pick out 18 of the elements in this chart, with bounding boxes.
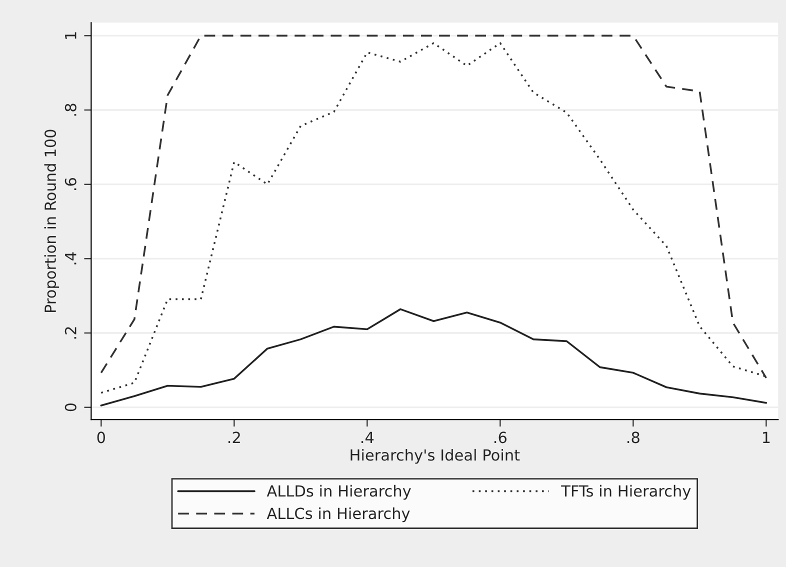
x-tick-label: .8 — [628, 432, 640, 444]
y-tick-label: .6 — [64, 178, 76, 190]
legend-label: ALLDs in Hierarchy — [266, 484, 411, 500]
y-tick-label: .4 — [65, 252, 76, 264]
x-tick-label: 1 — [762, 432, 770, 443]
y-tick-label: .8 — [64, 104, 76, 116]
y-tick-label: 0 — [64, 403, 76, 412]
x-tick-label: .6 — [494, 432, 506, 444]
x-tick-label: .2 — [228, 432, 240, 443]
legend-label: TFTs in Hierarchy — [561, 484, 691, 500]
y-tick-label: 1 — [65, 32, 76, 39]
y-axis-title: Proportion in Round 100 — [44, 130, 60, 312]
line-series — [100, 308, 768, 406]
x-tick-label: 0 — [97, 432, 105, 444]
y-tick-label: .2 — [64, 327, 76, 339]
x-tick-label: .4 — [362, 432, 374, 443]
x-axis-title: Hierarchy's Ideal Point — [350, 448, 520, 464]
legend-label: ALLCs in Hierarchy — [266, 507, 410, 522]
